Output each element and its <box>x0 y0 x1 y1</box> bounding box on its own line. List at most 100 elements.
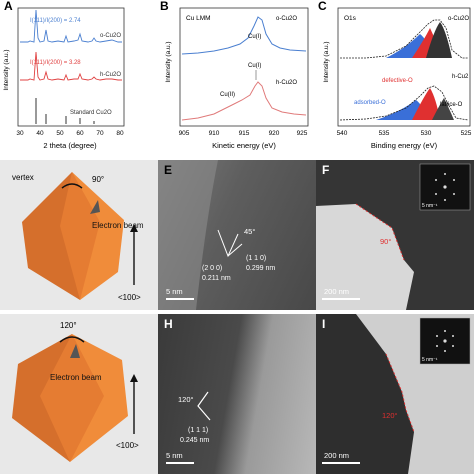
amorphous-edge <box>158 160 218 310</box>
panel-d-octahedron: vertex 90° Electron beam <100> <box>0 160 158 310</box>
angle-arc <box>61 183 83 189</box>
x-tick: 540 <box>337 130 348 137</box>
scale-label: 5 nm <box>166 287 183 296</box>
dspace-label: 0.245 nm <box>180 437 209 444</box>
plane-a-label: (1 1 0) <box>246 255 266 262</box>
scale-label: 5 nm <box>166 451 183 460</box>
scale-label: 200 nm <box>324 451 349 460</box>
octa-face-front <box>60 172 100 300</box>
curve-mid-label: h-Cu2 <box>452 74 469 80</box>
x-tick: 530 <box>421 130 432 137</box>
top-envelope <box>340 19 468 59</box>
dspace-b-label: 0.211 nm <box>202 275 231 282</box>
plot-frame <box>17 7 125 127</box>
curve-top-label: o-Cu2O <box>276 16 297 22</box>
plane-b-label: (2 0 0) <box>202 265 222 272</box>
lattice-label: lattice-O <box>440 102 463 108</box>
panel-c-o1s: C Intensity (a.u.) O1s o-Cu2O defective-… <box>316 0 474 158</box>
direction-arrow-head <box>130 224 138 232</box>
saed-spots <box>435 173 455 201</box>
x-tick: 905 <box>179 130 190 137</box>
hrtem-overlay: E 45° (1 1 0) 0.299 nm (2 0 0) 0.211 nm … <box>158 160 275 310</box>
curve-top-label: o-Cu2O <box>448 16 469 22</box>
o1s-plot: C Intensity (a.u.) O1s o-Cu2O defective-… <box>318 0 472 150</box>
x-tick: 910 <box>209 130 220 137</box>
h-cu2o-curve <box>20 51 122 81</box>
inset-scale-label: 5 nm⁻¹ <box>422 203 438 209</box>
x-tick: 80 <box>116 130 124 137</box>
curve-mid-label: h-Cu2O <box>276 80 297 86</box>
x-tick: 70 <box>96 130 104 137</box>
angle-label: 120° <box>382 411 398 420</box>
panel-e-hrtem: E 45° (1 1 0) 0.299 nm (2 0 0) 0.211 nm … <box>158 160 316 310</box>
panel-label: A <box>4 0 13 13</box>
x-tick: 40 <box>36 130 44 137</box>
vertex-label: vertex <box>12 173 34 182</box>
panel-label: I <box>322 317 325 331</box>
angle-lines <box>197 391 211 421</box>
y-axis-label: Intensity (a.u.) <box>323 41 330 82</box>
beam-label: Electron beam <box>92 221 144 230</box>
tem-overlay: F 90° 5 nm⁻¹ 200 nm <box>316 160 474 310</box>
panel-b-cu-lmm: B Intensity (a.u.) Cu LMM o-Cu2O Cu(I) C… <box>158 0 316 158</box>
peak-cu1-lower-label: Cu(I) <box>248 63 261 69</box>
angle-lines <box>217 229 239 258</box>
angle-label: 90° <box>92 175 104 184</box>
x-ticks: 540 535 530 525 <box>337 130 472 137</box>
beam-arrow <box>90 200 100 214</box>
peak-cu1-label: Cu(I) <box>248 34 261 40</box>
h-cu2o-curve <box>181 81 307 121</box>
inset-scale-label: 5 nm⁻¹ <box>422 357 438 363</box>
angle-arc <box>59 336 85 343</box>
x-axis-label: 2 theta (degree) <box>43 141 97 150</box>
standard-sticks <box>35 98 95 124</box>
x-tick: 30 <box>16 130 24 137</box>
standard-label: Standard Cu2O <box>70 110 112 116</box>
tem-overlay: I 120° 5 nm⁻¹ 200 nm <box>316 314 471 474</box>
octahedron-120-diagram: 120° Electron beam <100> <box>12 321 139 462</box>
bottom-adsorbed-peak <box>376 100 426 120</box>
defective-label: defective-O <box>382 78 413 84</box>
panel-label: E <box>164 163 172 177</box>
chart-title: O1s <box>344 15 357 22</box>
angle-line-b <box>227 243 243 257</box>
x-axis-label: Binding energy (eV) <box>371 141 438 150</box>
x-tick: 60 <box>76 130 84 137</box>
direction-label: <100> <box>116 441 139 450</box>
bottom-lattice-peak <box>432 98 454 120</box>
adsorbed-label: adsorbed-O <box>354 100 386 106</box>
panel-label: H <box>164 317 173 331</box>
panel-i-tem: I 120° 5 nm⁻¹ 200 nm <box>316 314 474 474</box>
o-cu2o-curve <box>20 9 122 43</box>
y-axis-label: Intensity (a.u.) <box>165 41 172 82</box>
direction-arrow-head <box>130 374 138 382</box>
x-tick: 920 <box>269 130 280 137</box>
y-axis-label: Intensity (a.u.) <box>3 49 10 90</box>
hrtem-overlay: H 120° (1 1 1) 0.245 nm 5 nm <box>164 317 211 464</box>
scale-label: 200 nm <box>324 287 349 296</box>
bottom-defective-peak <box>412 88 440 120</box>
curve-mid-label: h-Cu2O <box>100 72 121 78</box>
o-cu2o-curve <box>181 16 307 55</box>
angle-label: 90° <box>380 237 391 246</box>
x-ticks: 905 910 915 920 925 <box>179 130 308 137</box>
xrd-plot: A Intensity (a.u.) I(111)/I(200) = 2.74 … <box>3 0 125 150</box>
panel-g-octahedron: 120° Electron beam <100> <box>0 314 158 474</box>
x-ticks: 30 40 50 60 70 80 <box>16 130 124 137</box>
direction-label: <100> <box>118 293 141 302</box>
top-lattice-peak <box>426 22 452 58</box>
curve-top-label: o-Cu2O <box>100 33 121 39</box>
saed-spots <box>436 330 454 352</box>
particle <box>316 314 414 474</box>
octahedron-90-diagram: vertex 90° Electron beam <100> <box>12 172 144 302</box>
x-axis-label: Kinetic energy (eV) <box>212 141 276 150</box>
octa-face-front <box>40 334 104 462</box>
chart-title: Cu LMM <box>186 15 211 22</box>
edge-trace <box>385 353 415 433</box>
panel-a-xrd: A Intensity (a.u.) I(111)/I(200) = 2.74 … <box>0 0 158 158</box>
ratio-mid: I(111)/I(200) = 3.28 <box>30 60 81 66</box>
panel-label: C <box>318 0 327 13</box>
x-tick: 525 <box>461 130 472 137</box>
x-tick: 915 <box>239 130 250 137</box>
angle-label: 120° <box>60 321 77 330</box>
